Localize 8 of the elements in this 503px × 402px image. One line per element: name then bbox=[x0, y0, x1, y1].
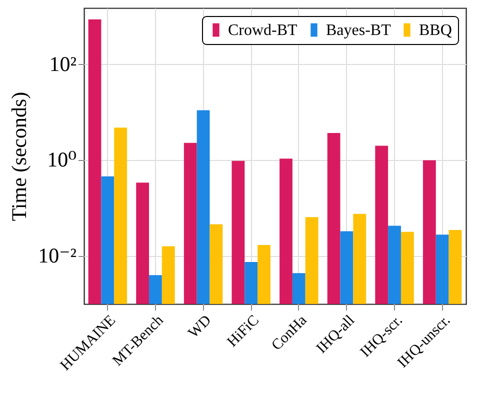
x-tick-label: WD bbox=[186, 312, 215, 342]
y-tick-label: 10⁰ bbox=[47, 148, 76, 172]
legend-label: Bayes-BT bbox=[326, 22, 392, 39]
y-tick-label: 10² bbox=[49, 52, 76, 76]
y-axis-title: Time (seconds) bbox=[7, 92, 32, 222]
legend-label: BBQ bbox=[419, 22, 452, 39]
legend-label: Crowd-BT bbox=[228, 22, 298, 39]
y-tick-label: 10⁻² bbox=[38, 244, 76, 268]
